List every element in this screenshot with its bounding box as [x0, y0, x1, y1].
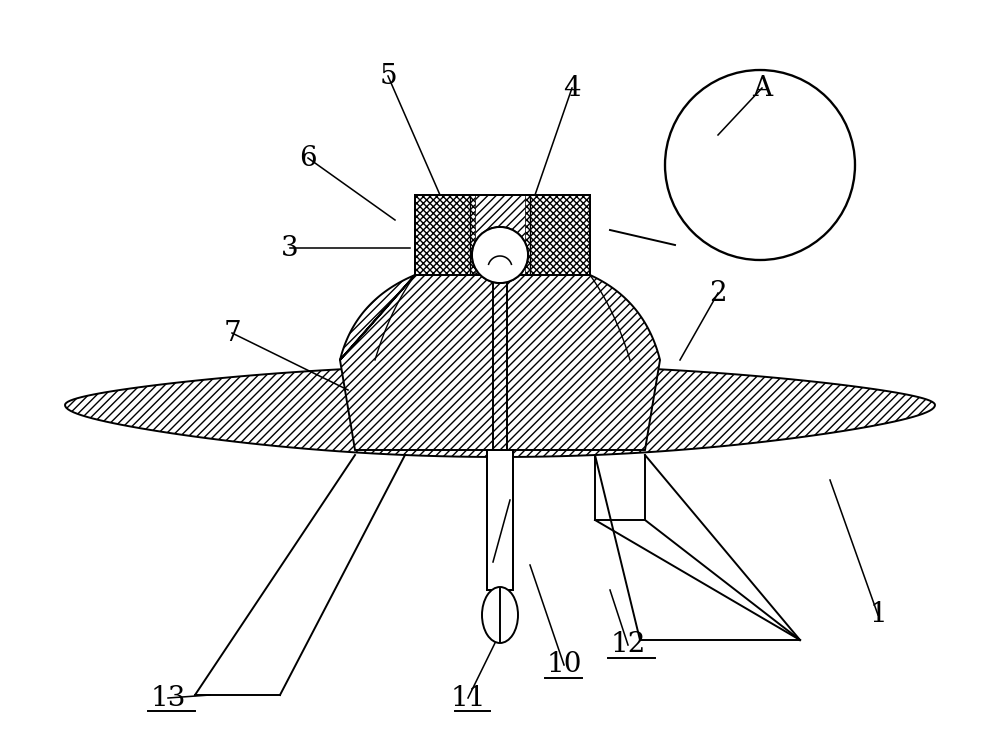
Text: 13: 13	[150, 684, 186, 711]
Text: 11: 11	[450, 684, 486, 711]
Polygon shape	[487, 450, 513, 590]
Text: 1: 1	[869, 601, 887, 628]
Polygon shape	[415, 195, 590, 275]
Polygon shape	[415, 195, 475, 275]
Text: 6: 6	[299, 145, 317, 171]
Polygon shape	[340, 275, 660, 450]
Text: 4: 4	[563, 74, 581, 101]
Text: 12: 12	[610, 631, 646, 659]
Circle shape	[472, 227, 528, 283]
Text: 3: 3	[281, 234, 299, 262]
Polygon shape	[525, 195, 590, 275]
Text: 10: 10	[546, 651, 582, 678]
Text: A: A	[752, 74, 772, 101]
Text: 5: 5	[379, 62, 397, 90]
Ellipse shape	[482, 587, 518, 643]
Text: 7: 7	[223, 320, 241, 346]
Text: 2: 2	[709, 279, 727, 306]
Polygon shape	[65, 365, 935, 457]
Circle shape	[472, 227, 528, 283]
